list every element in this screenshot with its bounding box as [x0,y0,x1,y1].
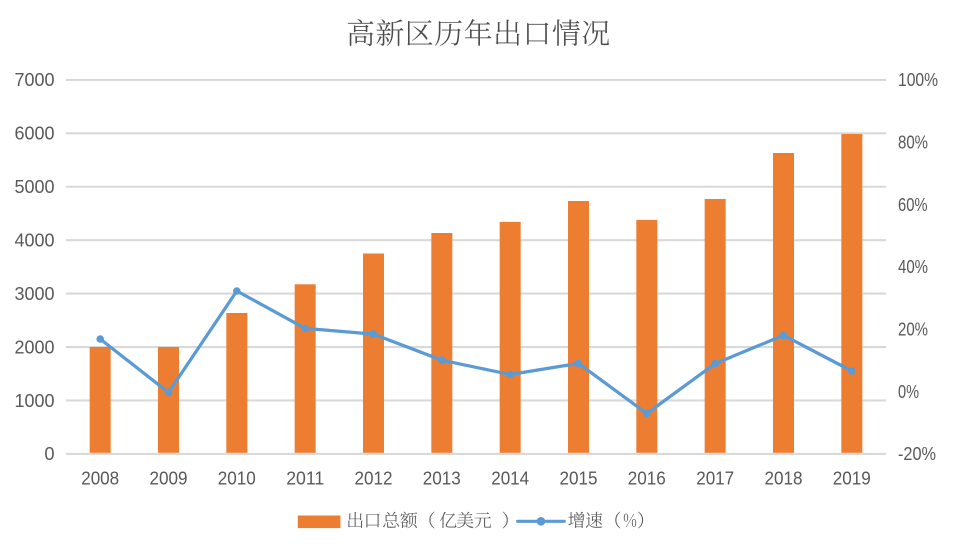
svg-text:2018: 2018 [765,468,803,489]
svg-text:80%: 80% [898,132,928,153]
svg-text:2016: 2016 [628,468,666,489]
svg-text:40%: 40% [898,256,928,277]
svg-text:2009: 2009 [150,468,188,489]
svg-text:2014: 2014 [491,468,529,489]
svg-text:2019: 2019 [833,468,871,489]
svg-text:2012: 2012 [355,468,393,489]
svg-text:0: 0 [44,443,54,464]
svg-text:2010: 2010 [218,468,256,489]
svg-text:6000: 6000 [15,123,55,144]
svg-text:100%: 100% [898,69,938,90]
svg-text:2017: 2017 [696,468,734,489]
svg-text:5000: 5000 [15,176,55,197]
svg-text:4000: 4000 [15,229,55,250]
svg-text:2000: 2000 [15,336,55,357]
svg-text:0%: 0% [898,381,919,402]
svg-text:2008: 2008 [81,468,119,489]
svg-text:3000: 3000 [15,283,55,304]
svg-text:2011: 2011 [286,468,324,489]
svg-text:60%: 60% [898,194,928,215]
svg-text:2015: 2015 [560,468,598,489]
svg-text:2013: 2013 [423,468,461,489]
svg-text:7000: 7000 [15,69,55,90]
svg-text:20%: 20% [898,319,928,340]
svg-text:1000: 1000 [15,390,55,411]
svg-text:-20%: -20% [898,443,936,464]
